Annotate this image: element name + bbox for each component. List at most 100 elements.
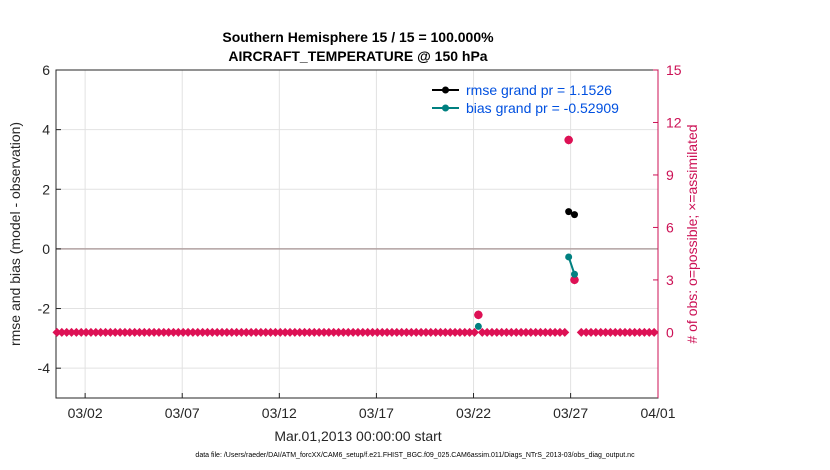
obs-count-zero-marker	[125, 327, 135, 337]
obs-count-zero-marker	[601, 327, 611, 337]
obs-count-zero-marker	[477, 327, 487, 337]
obs-count-zero-marker	[469, 327, 479, 337]
obs-count-zero-marker	[560, 327, 570, 337]
obs-count-zero-marker	[620, 327, 630, 337]
obs-count-zero-marker	[309, 327, 319, 337]
obs-count-zero-marker	[526, 327, 536, 337]
y-tick-label: -2	[38, 301, 51, 317]
obs-count-zero-marker	[487, 327, 497, 337]
legend: rmse grand pr = 1.1526 bias grand pr = -…	[432, 82, 619, 116]
y-axis-label: rmse and bias (model - observation)	[7, 122, 23, 346]
y2-tick-label: 15	[666, 62, 682, 78]
obs-count-zero-marker	[241, 327, 251, 337]
obs-count-zero-marker	[502, 327, 512, 337]
obs-count-zero-marker	[358, 327, 368, 337]
data-file-footer: data file: /Users/raeder/DAI/ATM_forcXX/…	[195, 452, 635, 459]
obs-count-zero-marker	[492, 327, 502, 337]
obs-count-zero-marker	[71, 327, 81, 337]
legend-rmse-marker	[442, 86, 449, 94]
data-series	[474, 208, 578, 330]
obs-count-zero-marker	[96, 327, 106, 337]
x-tick-label: 04/01	[640, 405, 675, 421]
obs-count-zero-marker	[198, 327, 208, 337]
obs-count-zero-marker	[521, 327, 531, 337]
obs-count-zero-marker	[363, 327, 373, 337]
obs-count-zero-marker	[644, 327, 654, 337]
obs-count-zero-marker	[173, 327, 183, 337]
y2-axis-label: # of obs: o=possible; ×=assimilated	[684, 124, 700, 343]
x-tick-label: 03/02	[68, 405, 103, 421]
obs-count-zero-marker	[372, 327, 382, 337]
obs-count-zero-marker	[550, 327, 560, 337]
obs-count-zero-marker	[649, 327, 659, 337]
rmse-data-point	[565, 208, 573, 216]
y-tick-label: 6	[42, 62, 50, 78]
legend-rmse-label: rmse grand pr = 1.1526	[466, 82, 612, 98]
obs-count-zero-marker	[222, 327, 232, 337]
obs-count-zero-marker	[67, 327, 77, 337]
x-tick-label: 03/22	[456, 405, 491, 421]
y-axis-ticks: -4 -2 0 2 4 6	[38, 62, 61, 376]
obs-count-zero-marker	[290, 327, 300, 337]
chart-title-line2: AIRCRAFT_TEMPERATURE @ 150 hPa	[228, 48, 487, 64]
obs-count-zero-marker	[232, 327, 242, 337]
obs-count-zero-marker	[382, 327, 392, 337]
y2-tick-label: 6	[666, 219, 674, 235]
obs-count-zero-marker	[319, 327, 329, 337]
obs-count-zero-marker	[91, 327, 101, 337]
obs-count-zero-marker	[261, 327, 271, 337]
obs-count-zero-marker	[168, 327, 178, 337]
obs-count-zero-marker	[639, 327, 649, 337]
obs-count-zero-marker	[52, 327, 62, 337]
obs-count-zero-marker	[270, 327, 280, 337]
y-tick-label: 4	[42, 122, 50, 138]
obs-count-zero-marker	[436, 327, 446, 337]
obs-count-zero-marker	[217, 327, 227, 337]
obs-count-zero-marker	[105, 327, 115, 337]
obs-count-zero-marker	[482, 327, 492, 337]
obs-count-zero-marker	[275, 327, 285, 337]
obs-count-zero-marker	[76, 327, 86, 337]
obs-count-zero-marker	[596, 327, 606, 337]
chart-title-line1: Southern Hemisphere 15 / 15 = 100.000%	[222, 29, 494, 45]
x-tick-label: 03/12	[262, 405, 297, 421]
x-tick-label: 03/07	[165, 405, 200, 421]
obs-count-zero-marker	[497, 327, 507, 337]
y-tick-label: 2	[42, 181, 50, 197]
x-tick-label: 03/17	[359, 405, 394, 421]
legend-bias-marker	[442, 104, 449, 112]
bias-data-point	[474, 322, 482, 330]
obs-count-zero-marker	[280, 327, 290, 337]
y-tick-label: 0	[42, 241, 50, 257]
obs-count-zero-marker	[397, 327, 407, 337]
obs-count-zero-marker	[188, 327, 198, 337]
obs-count-zero-marker	[516, 327, 526, 337]
obs-count-zero-marker	[304, 327, 314, 337]
obs-count-zero-marker	[576, 327, 586, 337]
obs-count-zero-marker	[445, 327, 455, 337]
obs-count-zero-marker	[149, 327, 159, 337]
obs-count-zero-marker	[120, 327, 130, 337]
bias-data-point	[570, 270, 578, 278]
obs-count-zero-marker	[625, 327, 635, 337]
obs-count-zero-marker	[101, 327, 111, 337]
obs-count-zero-marker	[536, 327, 546, 337]
obs-count-markers	[52, 135, 659, 337]
obs-count-zero-marker	[62, 327, 72, 337]
obs-assimilated-marker	[564, 135, 574, 145]
obs-count-zero-marker	[164, 327, 174, 337]
obs-count-zero-marker	[630, 327, 640, 337]
obs-count-zero-marker	[545, 327, 555, 337]
bias-data-point	[565, 253, 573, 261]
x-axis-ticks: 03/02 03/07 03/12 03/17 03/22 03/27 04/01	[68, 393, 676, 421]
obs-count-zero-marker	[334, 327, 344, 337]
obs-count-zero-marker	[246, 327, 256, 337]
obs-count-zero-marker	[431, 327, 441, 337]
obs-count-zero-marker	[460, 327, 470, 337]
obs-count-zero-marker	[212, 327, 222, 337]
obs-count-zero-marker	[338, 327, 348, 337]
obs-count-zero-marker	[635, 327, 645, 337]
obs-count-zero-marker	[285, 327, 295, 337]
